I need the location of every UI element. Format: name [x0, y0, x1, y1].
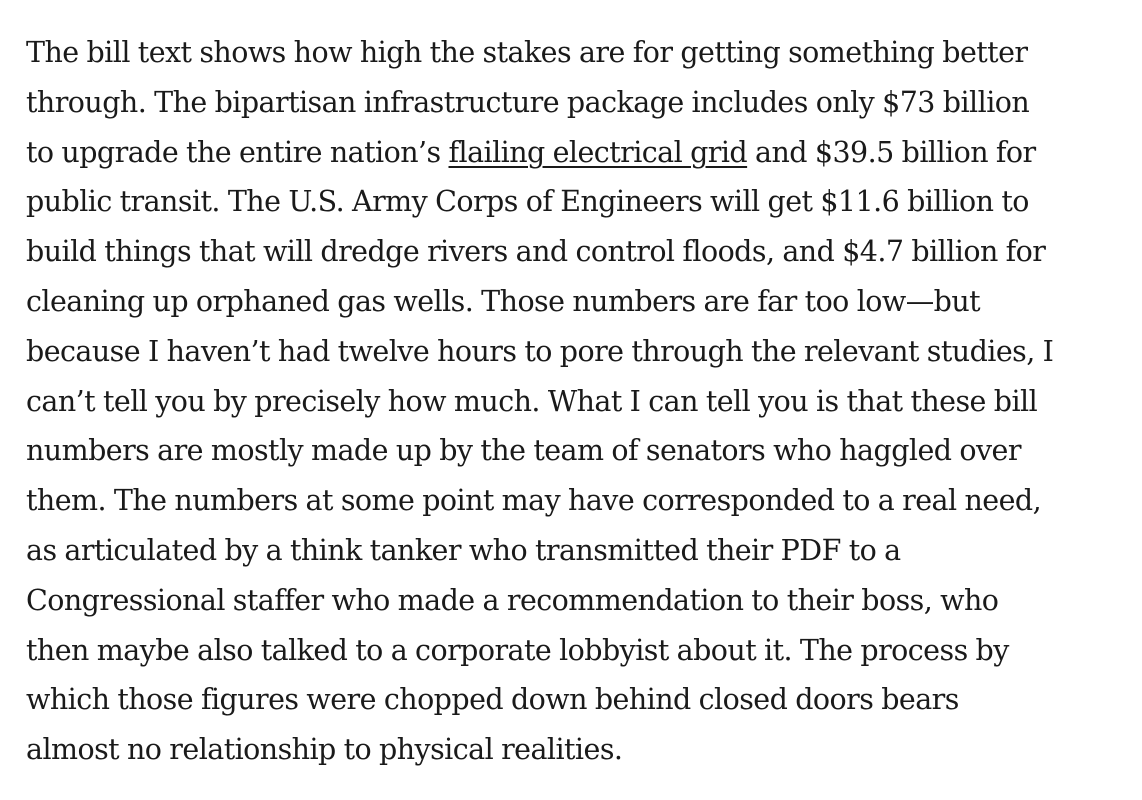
paragraph-line: public transit. The U.S. Army Corps of E… — [26, 185, 1029, 219]
electrical-grid-link[interactable]: flailing electrical grid — [448, 135, 748, 169]
paragraph-line: them. The numbers at some point may have… — [26, 484, 1042, 518]
paragraph-line-with-link: to upgrade the entire nation’s flailing … — [26, 128, 1126, 178]
paragraph-line: numbers are mostly made up by the team o… — [26, 434, 1021, 468]
article-body: The bill text shows how high the stakes … — [26, 28, 1126, 775]
paragraph-line: cleaning up orphaned gas wells. Those nu… — [26, 284, 981, 318]
paragraph-line: then maybe also talked to a corporate lo… — [26, 633, 1009, 667]
paragraph-line: almost no relationship to physical reali… — [26, 733, 623, 767]
paragraph-line: because I haven’t had twelve hours to po… — [26, 334, 1054, 368]
paragraph-text: and $39.5 billion for — [747, 135, 1036, 169]
paragraph-line: Congressional staffer who made a recomme… — [26, 583, 999, 617]
paragraph-line: which those figures were chopped down be… — [26, 683, 959, 717]
paragraph-line: as articulated by a think tanker who tra… — [26, 533, 901, 567]
paragraph-text: to upgrade the entire nation’s — [26, 135, 449, 169]
paragraph-line: can’t tell you by precisely how much. Wh… — [26, 384, 1038, 418]
article-paragraph: The bill text shows how high the stakes … — [26, 28, 1126, 775]
paragraph-line: build things that will dredge rivers and… — [26, 235, 1046, 269]
paragraph-line: The bill text shows how high the stakes … — [26, 36, 1028, 69]
paragraph-line: through. The bipartisan infrastructure p… — [26, 85, 1030, 119]
